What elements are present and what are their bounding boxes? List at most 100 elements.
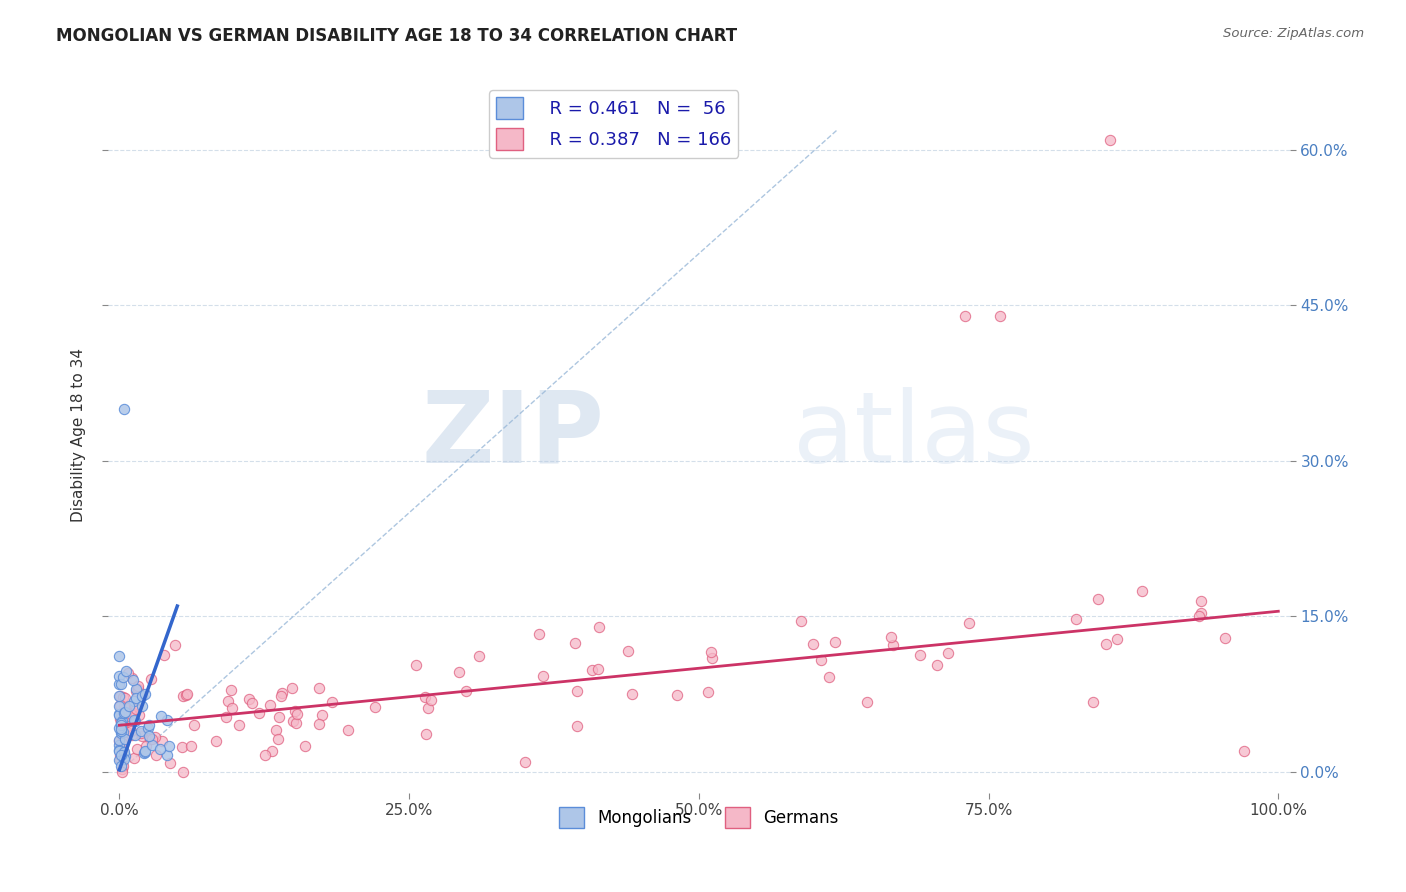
Point [112,719,135,733]
Point [581,663,603,677]
Point [529,627,551,641]
Point [416,701,439,715]
Point [128,707,150,722]
Point [122,706,145,721]
Point [183,717,205,731]
Point [531,669,554,683]
Point [129,726,152,740]
Point [152,648,174,662]
Point [810,653,832,667]
Point [114,702,136,716]
Point [108,753,131,767]
Point [110,713,132,727]
Point [588,619,610,633]
Point [413,690,436,705]
Point [121,724,143,739]
Point [271,686,294,700]
Point [247,706,270,721]
Point [117,666,139,681]
Point [134,687,156,701]
Point [308,681,330,696]
Point [364,699,387,714]
Point [108,738,131,752]
Point [141,738,163,752]
Point [405,657,427,672]
Point [114,732,136,747]
Point [270,689,292,703]
Point [114,709,136,723]
Point [112,699,135,714]
Point [285,707,308,722]
Point [112,746,135,760]
Point [586,662,609,676]
Point [110,677,132,691]
Point [141,731,163,746]
Point [176,687,198,701]
Point [228,718,250,732]
Point [1188,608,1211,623]
Point [112,721,135,735]
Point [114,714,136,728]
Point [285,716,308,731]
Point [110,747,132,762]
Point [112,706,135,720]
Point [284,705,307,719]
Point [150,734,173,748]
Point [111,736,134,750]
Point [108,744,131,758]
Point [415,727,437,741]
Point [108,748,131,763]
Point [138,729,160,743]
Text: atlas: atlas [793,386,1035,483]
Point [957,615,980,630]
Point [108,689,131,703]
Point [112,752,135,766]
Point [240,696,263,710]
Point [115,664,138,678]
Point [134,745,156,759]
Point [172,689,194,703]
Point [108,676,131,690]
Point [110,715,132,730]
Point [620,686,643,700]
Point [108,698,131,713]
Point [420,692,443,706]
Point [108,721,131,735]
Point [108,732,131,747]
Point [124,700,146,714]
Point [513,755,536,769]
Point [125,681,148,696]
Point [801,637,824,651]
Point [565,718,588,732]
Point [112,731,135,746]
Point [180,739,202,753]
Point [131,729,153,743]
Point [112,402,135,417]
Point [112,671,135,685]
Point [129,723,152,738]
Point [938,646,960,660]
Point [135,739,157,753]
Point [122,751,145,765]
Point [114,706,136,720]
Point [267,731,290,746]
Point [283,714,305,728]
Point [449,665,471,680]
Point [908,648,931,663]
Point [157,739,180,754]
Point [108,752,131,766]
Point [111,762,134,776]
Point [145,730,167,744]
Point [115,724,138,739]
Point [125,702,148,716]
Point [108,706,131,721]
Point [564,635,586,649]
Point [134,744,156,758]
Point [127,742,149,756]
Point [955,309,977,323]
Point [112,715,135,730]
Point [702,651,724,665]
Point [697,685,720,699]
Point [259,698,281,713]
Point [121,728,143,742]
